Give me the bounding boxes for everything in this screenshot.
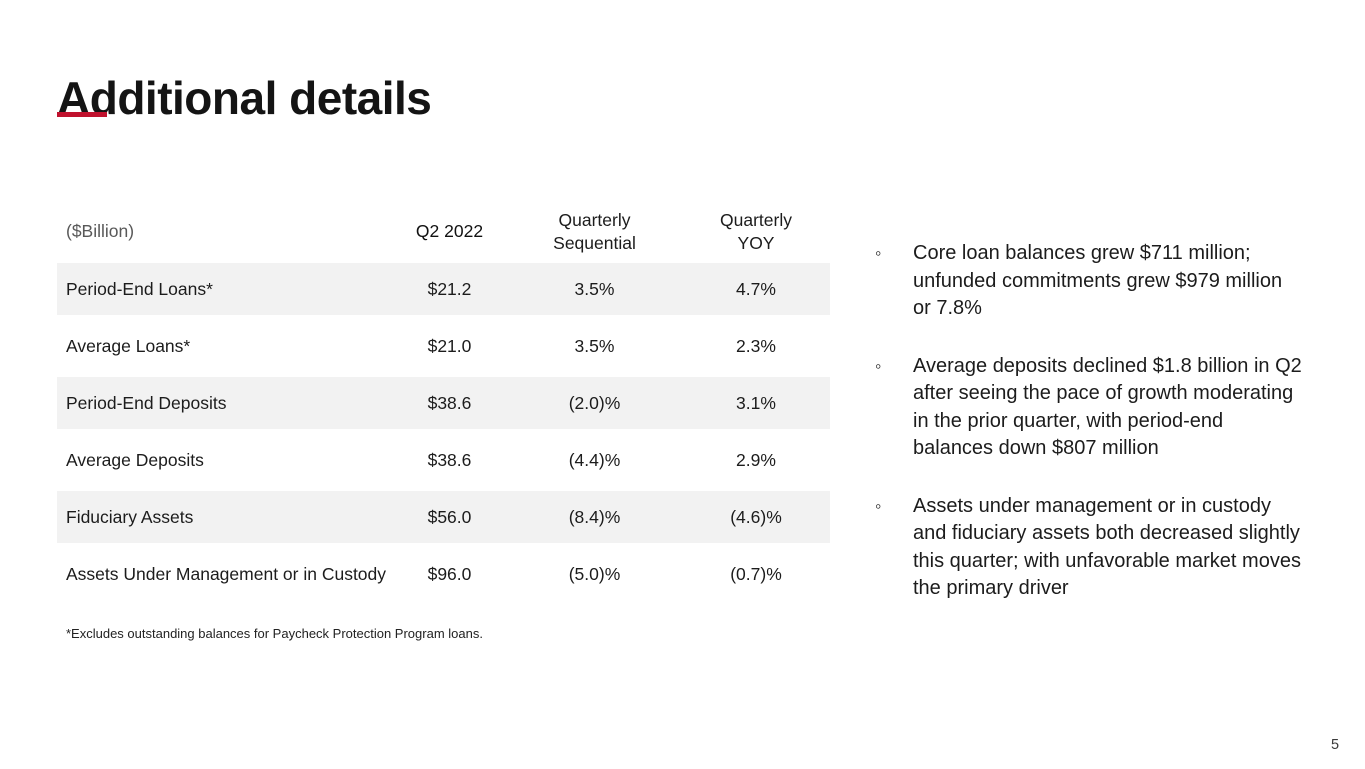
header-line: Quarterly: [720, 209, 792, 230]
bullet-item: ◦ Average deposits declined $1.8 billion…: [875, 353, 1303, 463]
table-header-row: ($Billion) Q2 2022 Quarterly Sequential Q…: [57, 205, 830, 258]
cell-q2-2022: $38.6: [427, 449, 472, 470]
bullet-item: ◦ Core loan balances grew $711 million; …: [875, 240, 1303, 323]
commentary-bullet-list: ◦ Core loan balances grew $711 million; …: [875, 240, 1307, 633]
row-label: Average Loans*: [66, 335, 191, 356]
title-accent-bar: [57, 112, 107, 117]
cell-quarterly-yoy: 4.7%: [682, 263, 830, 315]
bullet-text: Assets under management or in custody an…: [913, 494, 1301, 600]
cell-quarterly-yoy: 3.1%: [682, 377, 830, 429]
cell-q2-2022: $21.2: [392, 263, 507, 315]
table-row: Period-End Loans* $21.2 3.5% 4.7%: [57, 263, 830, 315]
column-header-quarterly-sequential: Quarterly Sequential: [507, 205, 682, 258]
header-line: Sequential: [553, 232, 636, 253]
cell-quarterly-sequential: (4.4)%: [568, 449, 621, 470]
cell-quarterly-yoy: 2.9%: [736, 449, 776, 470]
column-header-q2-2022: Q2 2022: [415, 221, 484, 242]
circle-bullet-icon: ◦: [875, 243, 882, 263]
bullet-item: ◦ Assets under management or in custody …: [875, 493, 1303, 603]
table-row: Average Deposits $38.6 (4.4)% 2.9%: [57, 434, 830, 486]
cell-quarterly-yoy: (0.7)%: [730, 563, 782, 584]
cell-q2-2022: $38.6: [392, 377, 507, 429]
cell-quarterly-yoy: 2.3%: [736, 335, 776, 356]
page-title: Additional details: [57, 71, 432, 124]
cell-q2-2022: $96.0: [427, 563, 472, 584]
table-row: Average Loans* $21.0 3.5% 2.3%: [57, 320, 830, 372]
cell-quarterly-sequential: (8.4)%: [507, 491, 682, 543]
financial-metrics-table: ($Billion) Q2 2022 Quarterly Sequential Q…: [57, 200, 830, 605]
table-row: Period-End Deposits $38.6 (2.0)% 3.1%: [57, 377, 830, 429]
circle-bullet-icon: ◦: [875, 355, 882, 376]
cell-quarterly-sequential: 3.5%: [507, 263, 682, 315]
column-header-quarterly-yoy: Quarterly YOY: [682, 205, 830, 258]
page-number: 5: [1331, 737, 1340, 753]
row-label: Period-End Loans*: [57, 263, 392, 315]
header-line: YOY: [737, 232, 775, 253]
table-row: Fiduciary Assets $56.0 (8.4)% (4.6)%: [57, 491, 830, 543]
bullet-text: Core loan balances grew $711 million; un…: [913, 242, 1283, 319]
cell-quarterly-sequential: (5.0)%: [568, 563, 621, 584]
header-line: Quarterly: [558, 209, 631, 230]
row-label: Assets Under Management or in Custody: [66, 563, 387, 584]
cell-quarterly-sequential: 3.5%: [574, 335, 615, 356]
table-row: Assets Under Management or in Custody $9…: [57, 548, 830, 600]
cell-q2-2022: $21.0: [427, 335, 472, 356]
cell-quarterly-sequential: (2.0)%: [507, 377, 682, 429]
column-header-billion: ($Billion): [66, 221, 135, 242]
cell-quarterly-yoy: (4.6)%: [682, 491, 830, 543]
row-label: Average Deposits: [66, 449, 204, 470]
circle-bullet-icon: ◦: [875, 495, 882, 516]
table-footnote: *Excludes outstanding balances for Paych…: [66, 626, 483, 641]
row-label: Fiduciary Assets: [57, 491, 392, 543]
row-label: Period-End Deposits: [57, 377, 392, 429]
bullet-text: Average deposits declined $1.8 billion i…: [913, 354, 1302, 460]
cell-q2-2022: $56.0: [392, 491, 507, 543]
